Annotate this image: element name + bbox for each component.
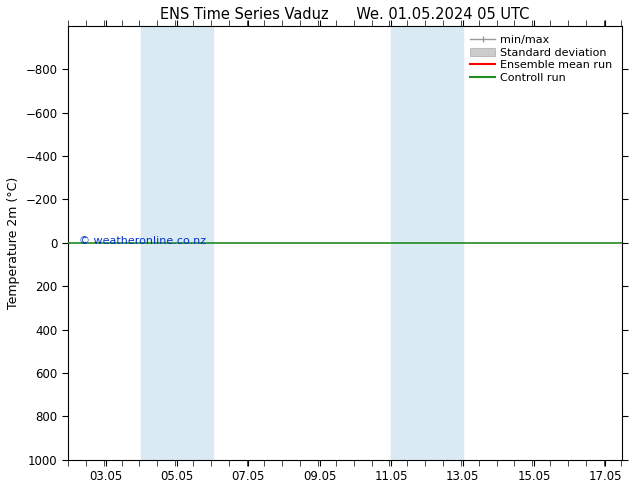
Legend: min/max, Standard deviation, Ensemble mean run, Controll run: min/max, Standard deviation, Ensemble me…: [467, 31, 616, 86]
Bar: [141, 26, 212, 460]
Title: ENS Time Series Vaduz      We. 01.05.2024 05 UTC: ENS Time Series Vaduz We. 01.05.2024 05 …: [160, 7, 529, 22]
Text: © weatheronline.co.nz: © weatheronline.co.nz: [79, 236, 206, 245]
Bar: [391, 26, 463, 460]
Y-axis label: Temperature 2m (°C): Temperature 2m (°C): [7, 176, 20, 309]
